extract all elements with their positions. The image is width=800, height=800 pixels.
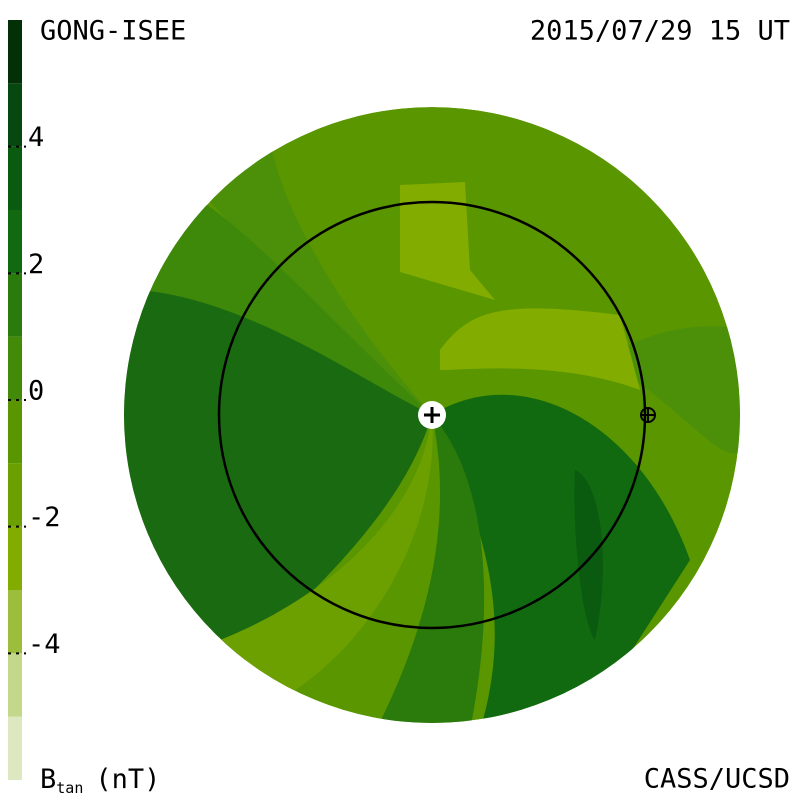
region: [380, 415, 485, 723]
region: [200, 140, 432, 415]
colorbar-band: [8, 20, 22, 84]
colorbar-band: [8, 716, 22, 780]
colorbar-label: Btan (nT): [40, 764, 160, 797]
label-unit: (nT): [95, 764, 160, 795]
title-left: GONG-ISEE: [40, 16, 186, 47]
colorbar: -4 -2 0 2 4: [8, 20, 61, 780]
region: [440, 308, 640, 390]
colorbar-band: [8, 273, 22, 337]
region: [432, 394, 690, 723]
colorbar-band: [8, 463, 22, 527]
y-tick-label: 4: [28, 122, 44, 153]
colorbar-band: [8, 146, 22, 210]
y-tick-label: 0: [28, 376, 44, 407]
sun-marker: [424, 407, 440, 423]
colorbar-band: [8, 336, 22, 400]
y-tick-label: -2: [28, 502, 61, 533]
colorbar-band: [8, 400, 22, 464]
label-main: B: [40, 764, 56, 795]
y-tick-label: 2: [28, 249, 44, 280]
earth-marker: [641, 408, 655, 422]
region: [220, 415, 433, 700]
region: [400, 182, 495, 300]
colorbar-band: [8, 653, 22, 717]
colorbar-band: [8, 526, 22, 590]
region: [130, 200, 432, 415]
credit: CASS/UCSD: [644, 764, 790, 795]
label-sub: tan: [56, 779, 83, 797]
colorbar-band: [8, 590, 22, 654]
heliosphere-map: [124, 107, 740, 723]
colorbar-band: [8, 83, 22, 147]
region: [124, 290, 432, 665]
title-right: 2015/07/29 15 UT: [530, 16, 790, 47]
colorbar-band: [8, 210, 22, 274]
region: [574, 470, 603, 640]
y-tick-label: -4: [28, 629, 61, 660]
